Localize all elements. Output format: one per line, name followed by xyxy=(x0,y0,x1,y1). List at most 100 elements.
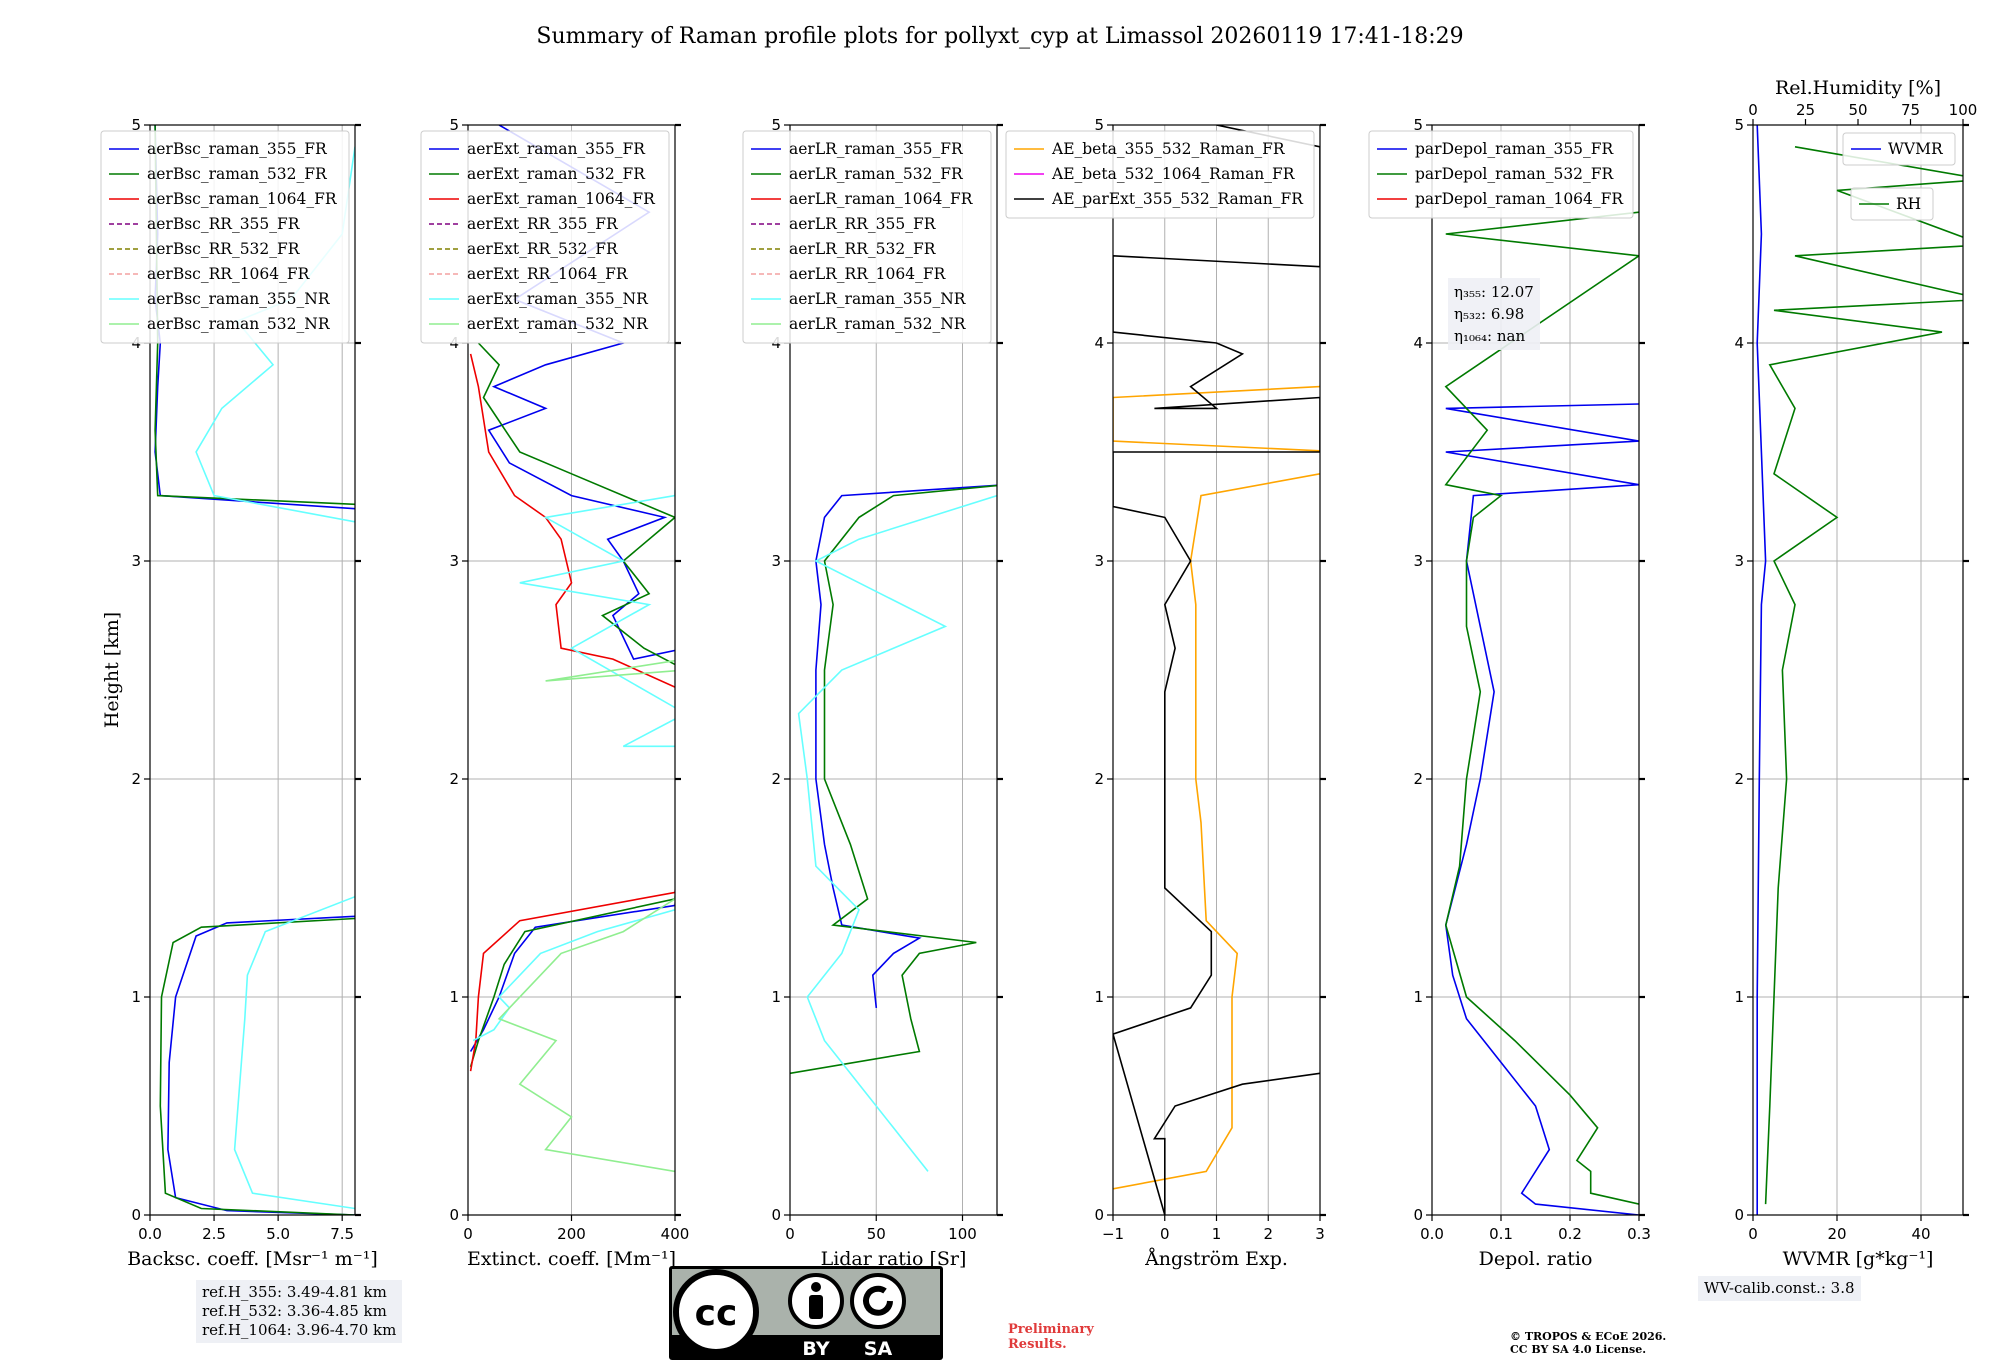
copyright-label: © TROPOS & ECoE 2026. CC BY SA 4.0 Licen… xyxy=(1510,1330,1666,1356)
cc-by-sa-badge: cc BY SA xyxy=(669,1266,943,1360)
top-tick-label-3: 75 xyxy=(1901,101,1920,119)
ytick-label-depol-5: 5 xyxy=(1413,116,1423,134)
xtick-label-wv-1: 20 xyxy=(1827,1225,1846,1243)
xtick-label-bsc-1: 2.5 xyxy=(202,1225,226,1243)
xtick-label-ext-0: 0 xyxy=(463,1225,473,1243)
eta-1064: η₁₀₆₄: nan xyxy=(1454,327,1526,345)
top-tick-label-4: 100 xyxy=(1949,101,1978,119)
series-line-aerExt_raman_1064_FR xyxy=(469,353,675,1072)
series-line-AE_beta_355_532_Raman_FR xyxy=(1113,168,1320,1190)
wv-calib-box: WV-calib.const.: 3.8 xyxy=(1698,1276,1861,1301)
ytick-label-depol-0: 0 xyxy=(1413,1206,1423,1224)
xtick-label-bsc-2: 5.0 xyxy=(266,1225,290,1243)
series-group-ae xyxy=(1113,125,1320,1215)
ytick-label-lr-1: 1 xyxy=(771,988,781,1006)
legend-label-AE_beta_355_532_Raman_FR: AE_beta_355_532_Raman_FR xyxy=(1051,140,1286,158)
legend-ext: aerExt_raman_355_FR aerExt_raman_532_FRae… xyxy=(420,130,670,344)
ytick-label-ae-2: 2 xyxy=(1094,770,1104,788)
xlabel-ae: Ångström Exp. xyxy=(1144,1248,1288,1270)
xtick-label-depol-0: 0.0 xyxy=(1420,1225,1444,1243)
legend-label-aerBsc_raman_355_NR: aerBsc_raman_355_NR xyxy=(147,290,331,308)
series-line-aerExt_raman_532_NR xyxy=(497,659,675,1173)
legend-rh-box xyxy=(1850,187,1934,221)
legend-bsc: aerBsc_raman_355_FR aerBsc_raman_532_FRae… xyxy=(100,130,350,344)
xlabel-lr: Lidar ratio [Sr] xyxy=(821,1248,967,1270)
ytick-label-ext-3: 3 xyxy=(449,552,459,570)
panel-lr: 050100012345Lidar ratio [Sr]aerLR_raman_… xyxy=(742,116,1003,1270)
by-label: BY xyxy=(802,1338,829,1360)
ytick-label-wv-2: 2 xyxy=(1734,770,1744,788)
legend-ae: AE_beta_355_532_Raman_FR AE_beta_532_1064… xyxy=(1005,130,1315,219)
ytick-label-bsc-5: 5 xyxy=(131,116,141,134)
xlabel-ext: Extinct. coeff. [Mm⁻¹] xyxy=(467,1248,676,1270)
legend-label-AE_beta_532_1064_Raman_FR: AE_beta_532_1064_Raman_FR xyxy=(1051,165,1296,183)
eta-355: η₃₅₅: 12.07 xyxy=(1454,283,1534,301)
series-group-wv xyxy=(1756,125,1963,1215)
xtick-label-ae-2: 1 xyxy=(1212,1225,1222,1243)
series-line-aerLR_raman_355_FR xyxy=(815,484,997,1008)
legend-label-aerExt_raman_355_NR: aerExt_raman_355_NR xyxy=(467,290,649,308)
axes-frame-lr xyxy=(789,124,998,1216)
ytick-label-ext-2: 2 xyxy=(449,770,459,788)
axes-frame-bsc xyxy=(149,124,356,1216)
copyright-line-2: CC BY SA 4.0 License. xyxy=(1510,1343,1647,1356)
chart-title: Summary of Raman profile plots for polly… xyxy=(536,24,1463,49)
legend-rh: RH xyxy=(1850,187,1934,221)
xlabel-wv: WVMR [g*kg⁻¹] xyxy=(1783,1248,1934,1270)
legend-label-aerExt_raman_532_NR: aerExt_raman_532_NR xyxy=(467,315,649,333)
preliminary-label: Preliminary Results. xyxy=(1008,1322,1094,1352)
panel-wv: 0 20 40 0 1 2 3 4 5 WVMR [g*kg⁻¹] 0 25 50 75 100 Rel.Hu… xyxy=(1734,77,1978,1270)
ytick-label-bsc-2: 2 xyxy=(131,770,141,788)
legend-label-aerBsc_raman_1064_FR: aerBsc_raman_1064_FR xyxy=(147,190,338,208)
legend-label-aerExt_RR_532_FR: aerExt_RR_532_FR xyxy=(467,240,619,258)
cc-icon xyxy=(673,1269,759,1355)
xtick-label-lr-0: 0 xyxy=(785,1225,795,1243)
series-group-ext xyxy=(469,125,675,1173)
ytick-label-wv-0: 0 xyxy=(1734,1206,1744,1224)
ytick-label-depol-3: 3 xyxy=(1413,552,1423,570)
legend-wvmr-label: WVMR xyxy=(1888,140,1944,158)
series-line-aerLR_raman_355_NR xyxy=(797,494,997,1172)
series-group-lr xyxy=(790,484,997,1172)
xtick-label-ae-0: −1 xyxy=(1102,1225,1124,1243)
sa-label: SA xyxy=(864,1338,893,1360)
ref-heights-box: ref.H_355: 3.49-4.81 km ref.H_532: 3.36-… xyxy=(196,1280,403,1343)
series-group-depol xyxy=(1444,211,1639,1215)
xtick-label-bsc-0: 0.0 xyxy=(138,1225,162,1243)
copyright-line-1: © TROPOS & ECoE 2026. xyxy=(1510,1330,1667,1343)
legend-label-aerBsc_raman_532_NR: aerBsc_raman_532_NR xyxy=(147,315,331,333)
panel-ext: 0200400012345Extinct. coeff. [Mm⁻¹]aerEx… xyxy=(420,116,690,1270)
ytick-label-ext-1: 1 xyxy=(449,988,459,1006)
legend-label-aerLR_RR_532_FR: aerLR_RR_532_FR xyxy=(789,240,937,258)
series-line-aerExt_raman_355_NR xyxy=(472,472,675,1042)
xtick-label-ae-3: 2 xyxy=(1263,1225,1273,1243)
ytick-label-ae-5: 5 xyxy=(1094,116,1104,134)
xtick-label-ext-2: 400 xyxy=(661,1225,690,1243)
legend-label-aerBsc_raman_355_FR: aerBsc_raman_355_FR xyxy=(147,140,328,158)
legend-box-depol xyxy=(1368,130,1634,219)
xtick-label-ae-4: 3 xyxy=(1315,1225,1325,1243)
series-line-AE_parExt_355_532_Raman_FR xyxy=(1113,125,1320,1215)
legend-label-aerExt_raman_1064_FR: aerExt_raman_1064_FR xyxy=(467,190,656,208)
series-line-RH xyxy=(1764,146,1963,1205)
ytick-label-bsc-0: 0 xyxy=(131,1206,141,1224)
ref-height-355: ref.H_355: 3.49-4.81 km xyxy=(202,1283,387,1301)
xlabel-bsc: Backsc. coeff. [Msr⁻¹ m⁻¹] xyxy=(127,1248,378,1270)
legend-label-aerLR_raman_532_FR: aerLR_raman_532_FR xyxy=(789,165,964,183)
preliminary-line-2: Results. xyxy=(1008,1337,1067,1352)
xtick-label-ae-1: 0 xyxy=(1160,1225,1170,1243)
series-line-parDepol_raman_355_FR xyxy=(1444,403,1639,1215)
xtick-label-ext-1: 200 xyxy=(557,1225,586,1243)
legend-wvmr-box xyxy=(1842,132,1956,166)
ref-height-532: ref.H_532: 3.36-4.85 km xyxy=(202,1302,387,1320)
legend-label-aerExt_RR_1064_FR: aerExt_RR_1064_FR xyxy=(467,265,629,283)
legend-lr: aerLR_raman_355_FR aerLR_raman_532_FR aerL… xyxy=(742,130,992,344)
ytick-label-depol-1: 1 xyxy=(1413,988,1423,1006)
legend-rh-label: RH xyxy=(1896,195,1921,213)
legend-label-parDepol_raman_532_FR: parDepol_raman_532_FR xyxy=(1415,165,1615,183)
ytick-label-ae-3: 3 xyxy=(1094,552,1104,570)
legend-label-aerLR_RR_1064_FR: aerLR_RR_1064_FR xyxy=(789,265,947,283)
legend-label-aerBsc_RR_532_FR: aerBsc_RR_532_FR xyxy=(147,240,301,258)
